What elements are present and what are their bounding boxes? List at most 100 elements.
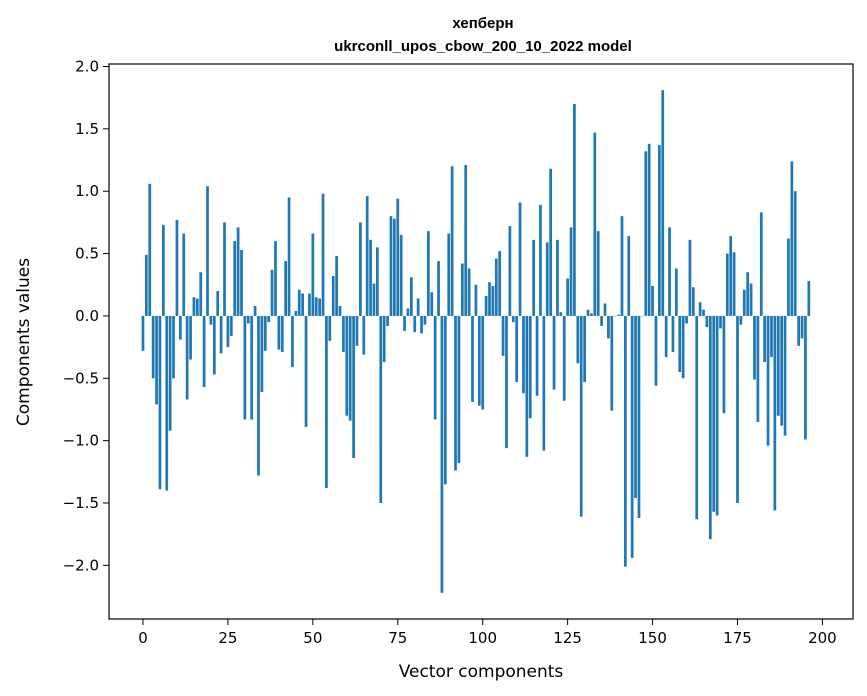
bar — [294, 310, 298, 316]
bar — [206, 186, 209, 316]
bar — [637, 315, 641, 518]
bar — [630, 315, 634, 558]
bar — [362, 315, 366, 355]
bar — [365, 196, 369, 316]
bar — [420, 315, 423, 334]
bar — [607, 315, 610, 339]
bar — [719, 315, 722, 329]
bar — [494, 258, 498, 316]
bar — [267, 315, 271, 323]
bar — [674, 268, 678, 316]
bar — [511, 315, 515, 323]
bar — [535, 315, 539, 396]
y-tick-label: −0.5 — [63, 369, 99, 387]
bar — [532, 239, 536, 316]
bar — [773, 315, 777, 511]
bar — [158, 315, 162, 490]
bar — [331, 276, 335, 316]
bar — [246, 315, 250, 324]
y-tick-label: 1.5 — [75, 120, 99, 138]
bar — [382, 315, 386, 363]
bar — [576, 315, 580, 364]
bar — [725, 253, 729, 316]
bar — [304, 315, 308, 427]
bar — [348, 315, 352, 421]
y-tick-label: −2.0 — [63, 556, 99, 574]
bar — [178, 315, 182, 340]
bar — [681, 315, 685, 379]
x-tick-label: 150 — [638, 629, 667, 647]
x-tick-label: 75 — [388, 629, 407, 647]
bar — [583, 315, 586, 383]
bar — [229, 315, 233, 336]
bar — [474, 284, 478, 316]
bar — [352, 315, 355, 459]
bar — [274, 241, 277, 316]
bar — [712, 315, 716, 512]
bar — [189, 315, 192, 360]
bar — [562, 315, 566, 401]
bar — [505, 315, 508, 449]
bar — [209, 315, 213, 325]
x-tick-label: 25 — [218, 629, 237, 647]
bar — [742, 289, 746, 316]
bar — [658, 145, 661, 316]
bar — [600, 315, 603, 326]
bar — [212, 315, 216, 375]
bar — [746, 272, 750, 316]
bar — [342, 315, 345, 353]
bar — [162, 224, 165, 316]
bar — [610, 315, 614, 411]
bar — [423, 315, 427, 325]
bar — [280, 315, 284, 353]
bar — [647, 143, 651, 316]
bar — [467, 268, 471, 316]
bar — [552, 315, 556, 390]
bar — [277, 315, 281, 350]
bar — [807, 281, 811, 316]
bar-series — [141, 90, 811, 593]
bar — [389, 216, 393, 316]
bar — [515, 315, 519, 383]
bar — [590, 313, 593, 316]
x-tick-label: 50 — [303, 629, 322, 647]
bar — [325, 315, 328, 489]
bar — [596, 231, 600, 316]
bar — [759, 212, 763, 316]
bar — [661, 90, 665, 316]
bar — [223, 222, 226, 316]
bar — [573, 103, 576, 316]
bar — [804, 315, 807, 440]
bar — [617, 314, 620, 316]
bar — [321, 193, 325, 316]
bar — [705, 315, 709, 328]
bar — [182, 233, 186, 316]
bar — [260, 315, 264, 393]
bar — [172, 315, 175, 379]
bar — [148, 183, 152, 316]
bar — [780, 315, 784, 426]
bar — [579, 315, 583, 517]
bar — [783, 315, 787, 436]
bar — [403, 315, 406, 331]
bar — [291, 315, 294, 368]
bar — [355, 315, 359, 346]
bar — [338, 305, 342, 316]
bar — [525, 315, 529, 457]
bar — [406, 308, 410, 316]
bar — [359, 222, 362, 316]
bar — [443, 315, 447, 485]
y-axis-label: Components values — [14, 258, 34, 426]
bar — [250, 315, 254, 420]
bar — [722, 315, 726, 414]
bar — [240, 249, 243, 316]
bar — [335, 256, 338, 316]
bar — [386, 315, 389, 326]
bar — [318, 298, 321, 316]
bar — [685, 315, 688, 324]
bar — [732, 252, 736, 316]
bar — [257, 315, 260, 476]
x-tick-label: 175 — [723, 629, 752, 647]
bar — [464, 165, 468, 316]
bar — [379, 315, 383, 504]
